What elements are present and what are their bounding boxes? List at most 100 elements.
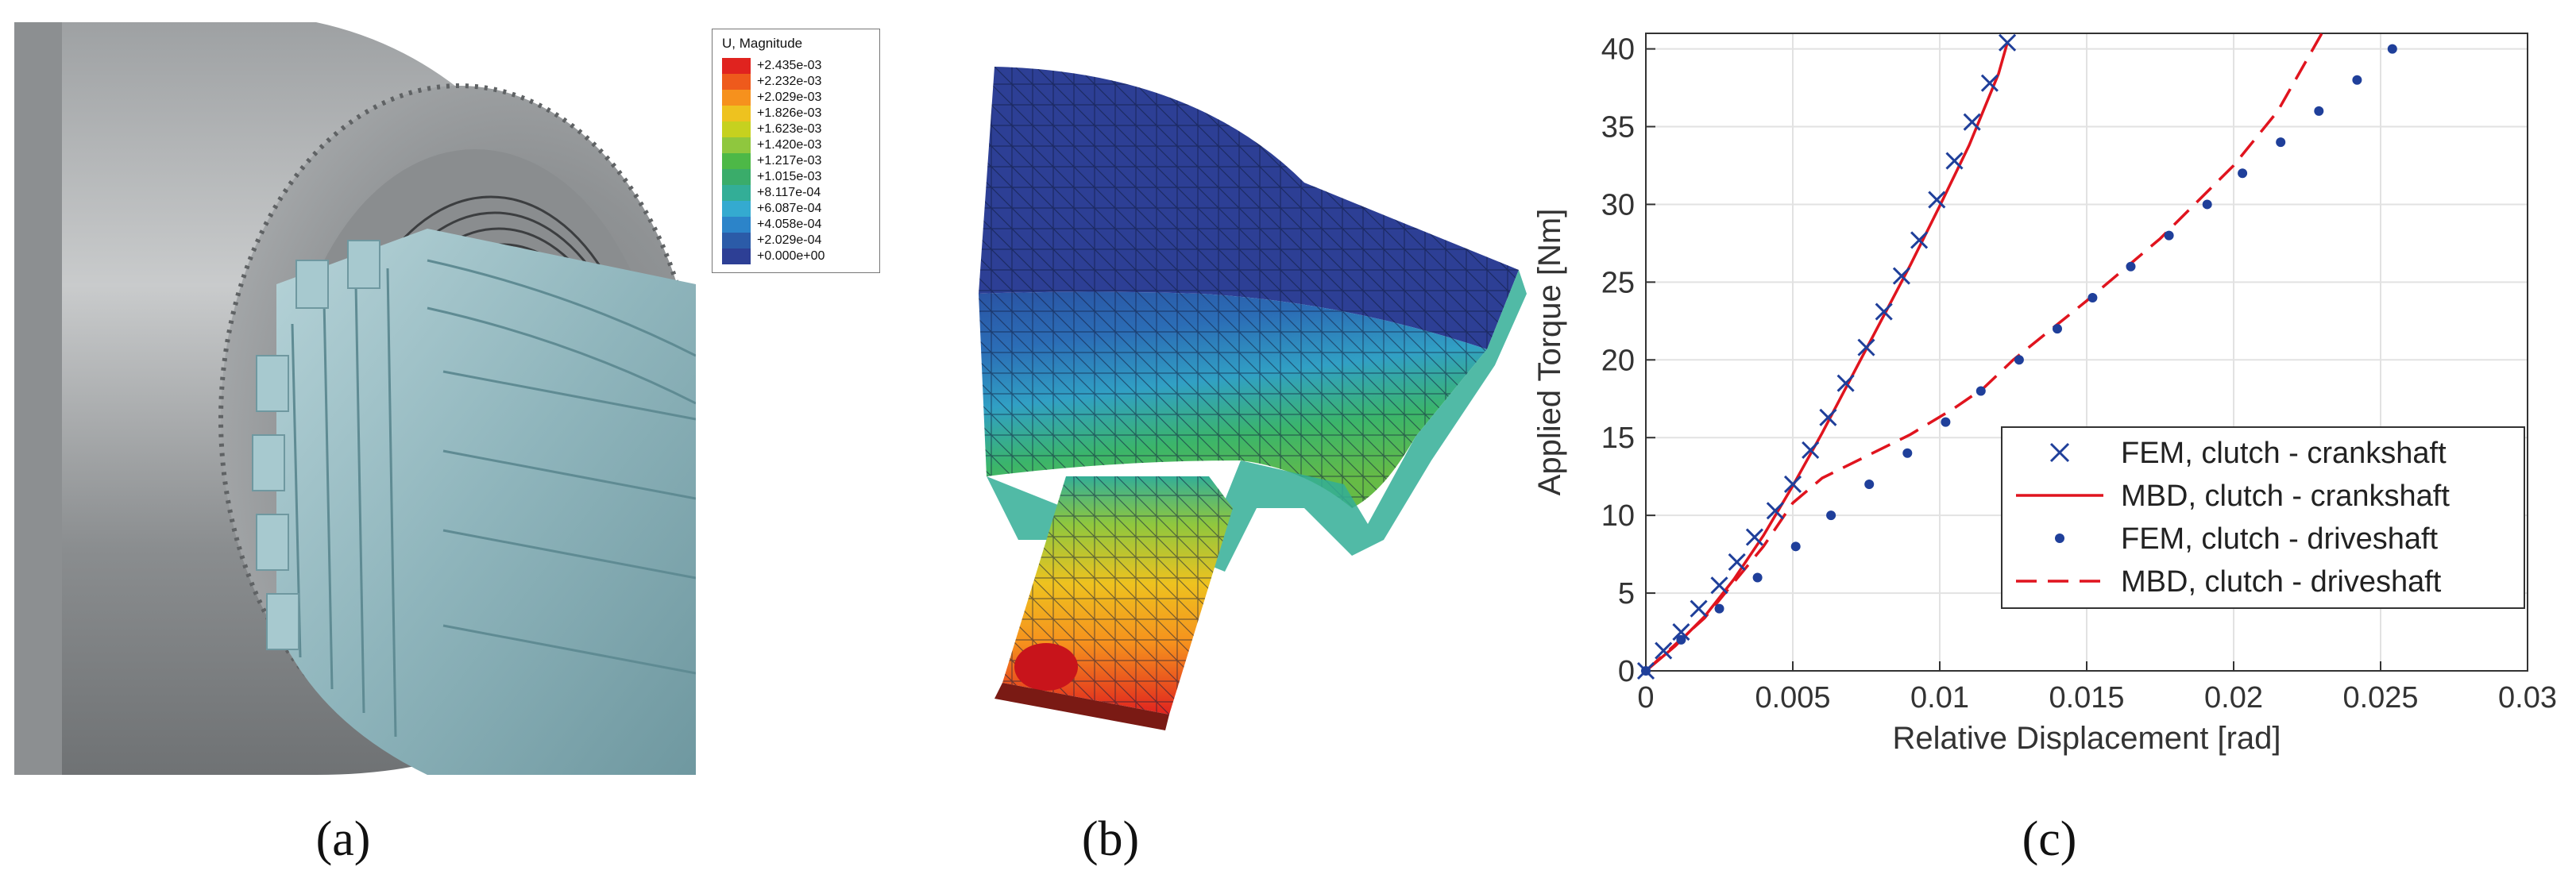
legend-swatch	[722, 169, 751, 185]
x-tick-label: 0	[1637, 681, 1654, 715]
y-tick-label: 40	[1601, 33, 1635, 67]
fem-crankshaft-point	[1690, 599, 1708, 618]
legend-row: +1.623e-03	[722, 121, 825, 137]
fem-crankshaft-point	[1766, 502, 1784, 520]
y-tick-label: 10	[1601, 499, 1635, 533]
panel-b-mesh-render	[971, 64, 1527, 754]
caption-a: (a)	[248, 811, 438, 868]
legend-row: +2.232e-03	[722, 74, 825, 90]
legend-row: +8.117e-04	[722, 185, 825, 201]
fem-driveshaft-point	[1752, 572, 1763, 583]
x-marker-stroke	[1655, 641, 1673, 660]
legend-value: +2.029e-03	[757, 91, 822, 104]
legend-swatch	[722, 153, 751, 169]
caption-a-text: (a)	[315, 812, 371, 866]
shaft-render-image	[14, 22, 700, 775]
caption-c: (c)	[1954, 811, 2145, 868]
legend-label: FEM, clutch - driveshaft	[2121, 522, 2439, 556]
fem-crankshaft-point	[1999, 33, 2017, 52]
fem-driveshaft-point	[2087, 292, 2098, 302]
legend-value: +1.420e-03	[757, 138, 822, 152]
x-marker-stroke	[1945, 152, 1964, 170]
y-tick-label: 25	[1601, 266, 1635, 299]
caption-b-text: (b)	[1081, 812, 1140, 866]
legend-title: U, Magnitude	[722, 36, 803, 51]
legend-row: +1.420e-03	[722, 137, 825, 153]
fem-driveshaft-point	[2387, 44, 2397, 54]
legend-value: +1.217e-03	[757, 154, 822, 168]
fem-driveshaft-point	[1676, 634, 1686, 645]
chart-axes: 0 0.005 0.01 0.015 0.02 0.025 0.03 0 5 10 15 20 25 30…	[1601, 33, 2557, 715]
fem-crankshaft-point	[1819, 408, 1837, 426]
legend-value: +6.087e-04	[757, 202, 822, 215]
legend-swatch	[722, 185, 751, 201]
y-tick-label: 15	[1601, 422, 1635, 455]
legend-row: +2.029e-04	[722, 233, 825, 248]
panel-a-shaft-render	[14, 22, 700, 775]
chart-legend: FEM, clutch - crankshaft MBD, clutch - cr…	[2001, 426, 2525, 609]
x-marker-stroke	[1710, 576, 1728, 595]
x-marker-stroke	[1910, 231, 1929, 249]
fem-driveshaft-point	[2164, 230, 2174, 241]
y-tick-label: 30	[1601, 188, 1635, 222]
legend-label: MBD, clutch - driveshaft	[2121, 565, 2442, 599]
fem-crankshaft-point	[1783, 475, 1802, 494]
caption-b: (b)	[1015, 811, 1206, 868]
y-axis-label: Applied Torque [Nm]	[1532, 209, 1567, 496]
fem-crankshaft-point	[1928, 191, 1946, 209]
fem-driveshaft-point	[2202, 199, 2212, 210]
fem-driveshaft-point	[2314, 106, 2324, 116]
series-line-3	[1644, 33, 2323, 672]
x-marker-stroke	[1980, 74, 1999, 92]
fem-driveshaft-point	[1975, 386, 1986, 396]
x-tick-label: 0.02	[2204, 681, 2263, 715]
x-marker-stroke	[1875, 302, 1893, 321]
legend-row: +2.029e-03	[722, 90, 825, 106]
chart-series	[1636, 33, 2397, 680]
x-marker-stroke	[1892, 267, 1910, 285]
legend-row: +0.000e+00	[722, 248, 825, 264]
series-line-1	[1644, 42, 2009, 672]
legend-swatch	[722, 248, 751, 264]
fem-driveshaft-point	[2352, 75, 2362, 85]
x-marker-stroke	[1802, 441, 1820, 459]
legend-value: +0.000e+00	[757, 249, 825, 263]
fem-driveshaft-point	[2053, 324, 2062, 334]
legend-swatch	[722, 106, 751, 121]
legend-symbol	[2055, 534, 2064, 543]
legend-value: +4.058e-04	[757, 218, 822, 231]
x-tick-label: 0.025	[2342, 681, 2418, 715]
legend-row: +6.087e-04	[722, 201, 825, 217]
y-tick-label: 0	[1618, 655, 1635, 688]
fem-crankshaft-point	[1945, 152, 1964, 170]
legend-swatch	[722, 58, 751, 74]
x-marker-stroke	[1836, 374, 1855, 392]
x-marker-stroke	[1999, 33, 2017, 52]
legend-box	[2001, 426, 2525, 609]
fem-crankshaft-point	[1745, 528, 1763, 546]
fem-driveshaft-point	[2014, 355, 2024, 365]
legend-value: +1.015e-03	[757, 170, 822, 183]
legend-value: +2.232e-03	[757, 75, 822, 88]
fem-crankshaft-point	[1710, 576, 1728, 595]
torque-displacement-chart: 0 0.005 0.01 0.015 0.02 0.025 0.03 0 5 10 15 20 25 30…	[1532, 33, 2557, 756]
legend-swatch	[722, 201, 751, 217]
legend-row: +4.058e-04	[722, 217, 825, 233]
fem-crankshaft-point	[1875, 302, 1893, 321]
fem-crankshaft-point	[1672, 622, 1690, 641]
legend-swatch	[722, 121, 751, 137]
fem-crankshaft-point	[1655, 641, 1673, 660]
legend-value: +1.826e-03	[757, 106, 822, 120]
x-marker-stroke	[1745, 528, 1763, 546]
mesh-contour-image	[979, 67, 1527, 730]
displacement-legend: U, Magnitude +2.435e-03 +2.232e-03 +2.029e…	[712, 29, 880, 273]
fem-driveshaft-point	[2238, 168, 2248, 179]
x-marker-stroke	[1963, 113, 1981, 131]
fem-crankshaft-point	[1963, 113, 1981, 131]
legend-swatch	[722, 137, 751, 153]
legend-swatch	[722, 90, 751, 106]
fem-crankshaft-point	[1980, 74, 1999, 92]
fem-driveshaft-point	[1864, 479, 1875, 489]
x-marker-stroke	[1728, 553, 1746, 571]
legend-row: +2.435e-03	[722, 58, 825, 74]
